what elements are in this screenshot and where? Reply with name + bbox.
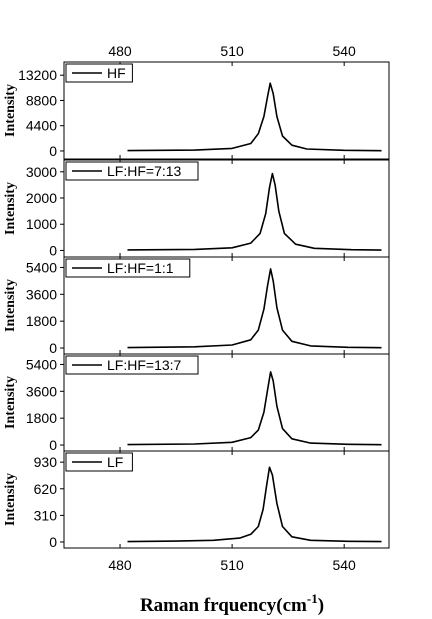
y-tick-label: 0 (49, 340, 57, 356)
bottom-x-axis: 480 510 540 (108, 557, 356, 573)
series-line (127, 371, 382, 446)
y-tick-label: 13200 (18, 67, 57, 83)
panel-frame (63, 61, 390, 160)
legend-label: LF:HF=13:7 (107, 357, 182, 373)
y-tick-label: 930 (34, 454, 58, 470)
y-tick-label: 0 (49, 534, 57, 550)
y-tick-label: 5400 (26, 259, 57, 275)
y-tick-label: 1000 (26, 216, 57, 232)
y-tick-label: 8800 (26, 92, 57, 108)
top-x-tick-label: 540 (332, 43, 356, 59)
y-tick-label: 3600 (26, 286, 57, 302)
y-tick-label: 0 (49, 437, 57, 453)
panel-5: 0 310 620 930 Intensity LF (3, 450, 390, 550)
y-tick-label: 2000 (26, 190, 57, 206)
series-line (127, 268, 382, 349)
bottom-x-tick-label: 540 (332, 557, 356, 573)
y-tick-label: 5400 (26, 356, 57, 372)
bottom-x-tick-label: 510 (220, 557, 244, 573)
legend-label: LF (107, 454, 123, 470)
y-tick-label: 1800 (26, 313, 57, 329)
y-tick-label: 3000 (26, 164, 57, 180)
panel-3: 0 1800 3600 5400 Intensity LF:HF=1:1 (3, 256, 390, 356)
y-axis-label: Intensity (3, 182, 18, 235)
panel-4: 0 1800 3600 5400 Intensity LF:HF=13:7 (3, 353, 390, 453)
legend-box (65, 161, 199, 181)
bottom-x-tick-label: 480 (108, 557, 132, 573)
y-tick-label: 1800 (26, 410, 57, 426)
panel-2: 0 1000 2000 3000 Intensity LF:HF=7:13 (3, 159, 390, 258)
top-x-axis: 480 510 540 (108, 43, 356, 59)
legend-label: HF (107, 65, 126, 81)
y-tick-label: 620 (34, 481, 58, 497)
panel-frame (63, 450, 390, 549)
y-tick-label: 0 (49, 242, 57, 258)
legend-box (65, 258, 191, 278)
y-axis-label: Intensity (3, 473, 18, 526)
x-axis-label: Raman frquency(cm-1) (140, 591, 324, 616)
legend-box (65, 355, 199, 375)
legend-label: LF:HF=7:13 (107, 163, 182, 179)
chart-panels: 04400880013200IntensityHF0100020003000In… (3, 61, 390, 550)
top-x-tick-label: 480 (108, 43, 132, 59)
y-tick-label: 4400 (26, 118, 57, 134)
top-x-tick-label: 510 (220, 43, 244, 59)
y-axis-label: Intensity (3, 84, 18, 137)
y-tick-label: 3600 (26, 383, 57, 399)
legend-label: LF:HF=1:1 (107, 260, 174, 276)
y-tick-label: 0 (49, 143, 57, 159)
y-tick-label: 310 (34, 507, 58, 523)
y-axis-label: Intensity (3, 376, 18, 429)
series-line (127, 82, 382, 152)
series-line (127, 172, 382, 251)
series-line (127, 466, 382, 543)
y-axis-label: Intensity (3, 279, 18, 332)
